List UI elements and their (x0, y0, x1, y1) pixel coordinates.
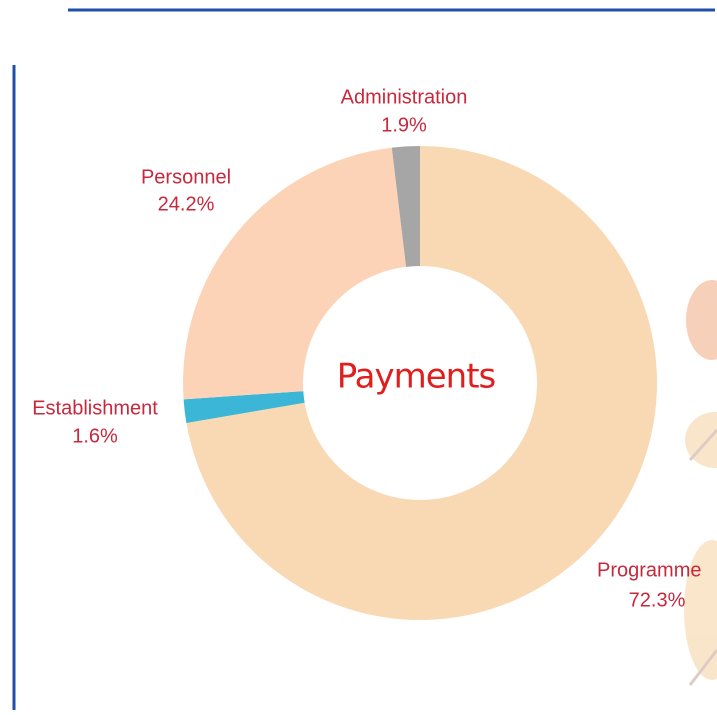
slice-value: 24.2% (158, 193, 215, 215)
slice (391, 146, 420, 267)
slice (183, 391, 305, 424)
slice-value: 72.3% (629, 589, 686, 611)
slice-label: Programme (597, 559, 701, 581)
slice-value: 1.9% (381, 114, 427, 136)
slice-label: Administration (341, 86, 468, 108)
center-title: Payments (337, 357, 496, 397)
leaf-decoration (684, 280, 717, 686)
slice (186, 146, 658, 621)
slice-label: Establishment (32, 397, 158, 419)
slice-value: 1.6% (72, 425, 118, 447)
slice (183, 147, 407, 400)
slice-label: Personnel (141, 166, 231, 188)
donut (183, 146, 658, 621)
